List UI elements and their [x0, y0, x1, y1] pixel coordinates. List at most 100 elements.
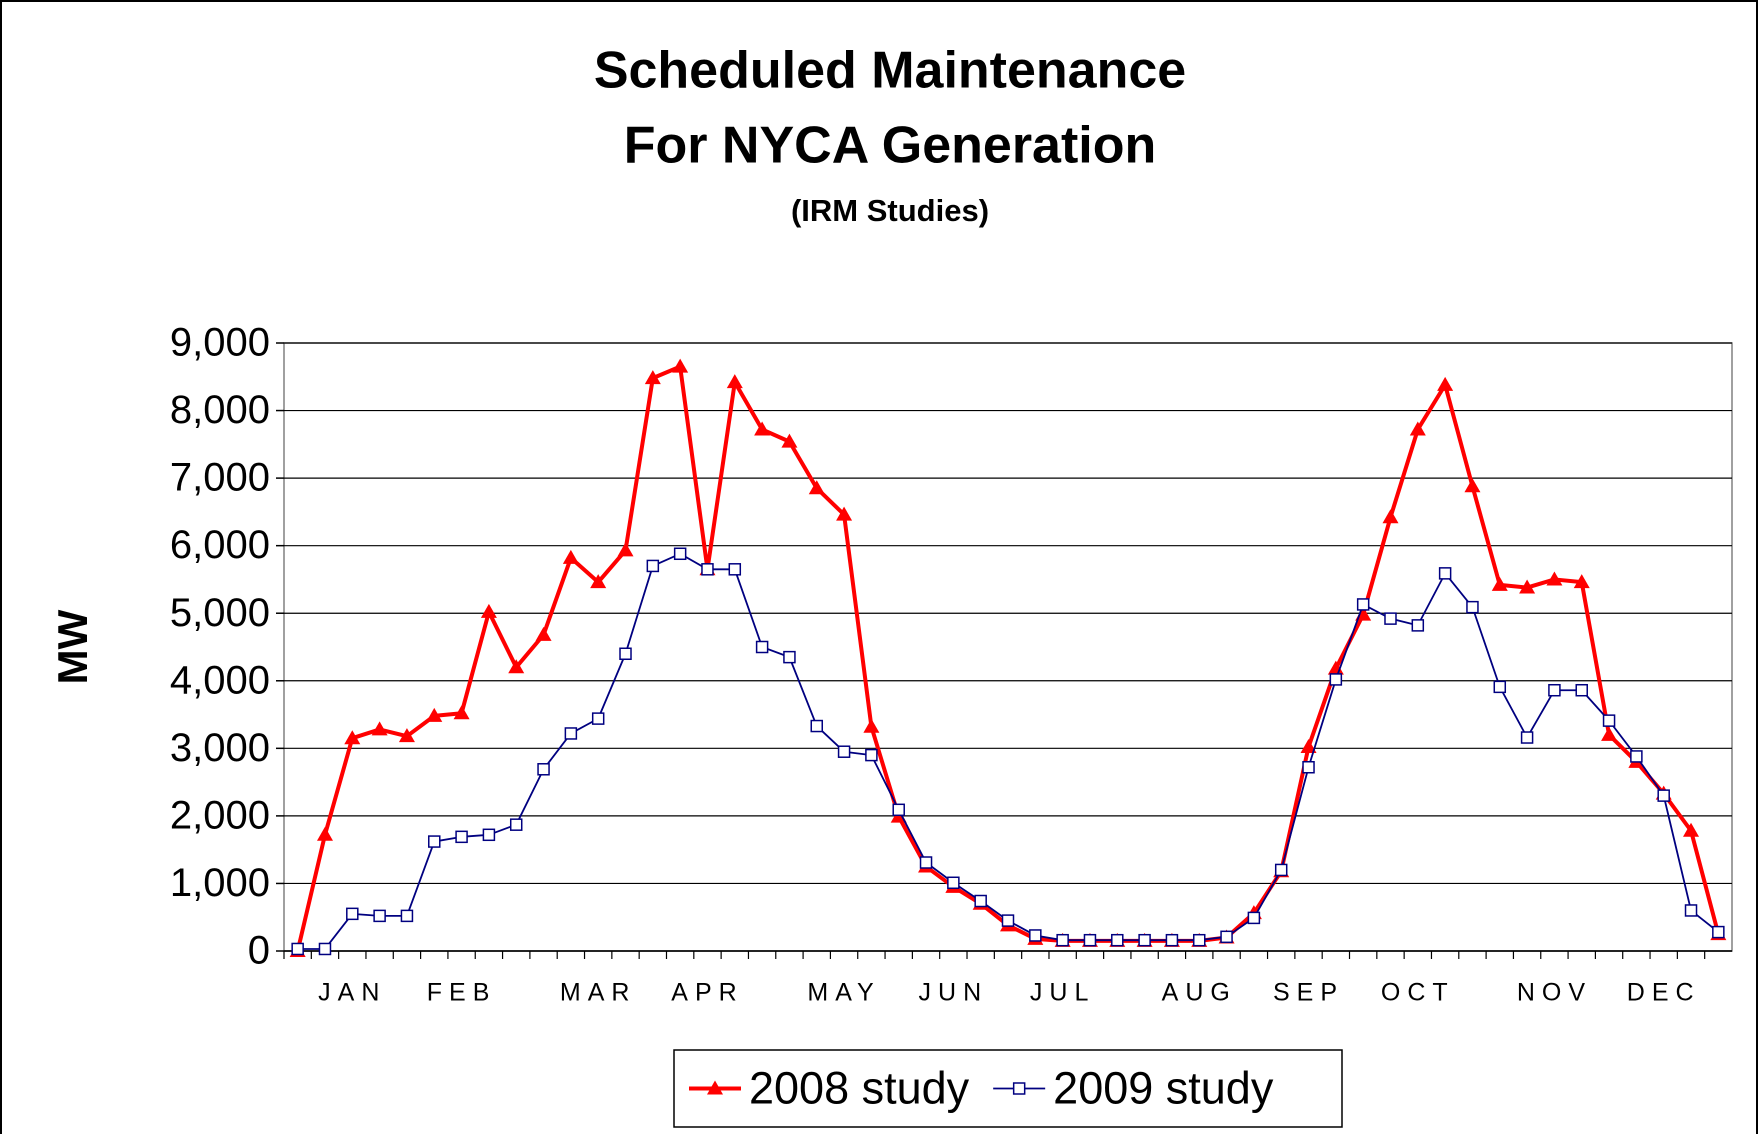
square-marker [1192, 933, 1206, 947]
triangle-marker [1491, 576, 1508, 591]
x-tick-label: NOV [1517, 979, 1592, 1007]
square-marker [1029, 929, 1042, 942]
square-marker [373, 909, 386, 923]
square-marker [1056, 933, 1069, 947]
square-marker [1630, 750, 1643, 763]
square-marker [1247, 911, 1261, 925]
square-marker [1165, 933, 1179, 947]
square-marker [728, 563, 742, 576]
square-marker [455, 830, 468, 844]
square-marker [1384, 612, 1397, 625]
chart-note: (IRM Studies) [791, 193, 989, 228]
triangle-marker [617, 542, 634, 557]
triangle-marker [371, 721, 388, 736]
triangle-marker [562, 549, 579, 564]
triangle-marker [726, 374, 743, 389]
x-tick-label: JUN [919, 979, 989, 1007]
square-marker [318, 942, 332, 956]
square-marker [755, 640, 769, 654]
square-marker [947, 876, 960, 890]
square-marker [591, 712, 605, 725]
square-marker [919, 856, 933, 869]
square-marker [1138, 933, 1151, 947]
x-tick-label: DEC [1627, 979, 1701, 1007]
square-marker [400, 909, 414, 923]
chart-subtitle: For NYCA Generation [624, 117, 1157, 175]
triangle-marker [1546, 571, 1563, 586]
triangle-marker [1327, 660, 1344, 675]
triangle-marker [1382, 509, 1399, 524]
y-tick-label: 7,000 [170, 456, 270, 500]
square-marker [1575, 683, 1588, 697]
square-marker [537, 763, 550, 776]
square-marker [1356, 598, 1370, 611]
triangle-marker [535, 626, 552, 641]
y-tick-label: 9,000 [170, 321, 270, 365]
square-marker [1329, 673, 1343, 686]
y-tick-label: 6,000 [170, 523, 270, 567]
square-marker [1083, 933, 1097, 947]
triangle-marker [1437, 376, 1454, 391]
triangle-marker [672, 358, 689, 373]
square-marker [428, 835, 441, 848]
y-tick-label: 1,000 [170, 861, 270, 905]
y-axis-label: MW [49, 609, 96, 684]
x-tick-label: JAN [318, 979, 386, 1007]
square-marker [1220, 930, 1233, 944]
square-marker [1684, 904, 1698, 917]
triangle-marker [707, 1080, 723, 1095]
triangle-marker [453, 705, 470, 720]
square-marker [810, 719, 824, 733]
square-marker [1493, 680, 1507, 694]
square-marker [1520, 731, 1534, 744]
triangle-marker [781, 433, 798, 448]
triangle-marker [1519, 579, 1536, 594]
triangle-marker [590, 574, 607, 589]
y-tick-label: 3,000 [170, 726, 270, 770]
square-marker [1466, 600, 1479, 614]
legend-label: 2009 study [1053, 1062, 1274, 1113]
x-tick-label: SEP [1273, 979, 1344, 1007]
x-tick-label: AUG [1162, 979, 1237, 1007]
y-tick-label: 2,000 [170, 793, 270, 837]
triangle-marker [1601, 726, 1618, 741]
square-marker [1274, 863, 1288, 877]
triangle-marker [1464, 478, 1481, 493]
square-marker [673, 547, 687, 561]
x-tick-label: OCT [1381, 979, 1455, 1007]
x-tick-label: MAY [807, 979, 880, 1007]
square-marker [509, 818, 523, 831]
triangle-marker [316, 826, 333, 841]
triangle-marker [344, 730, 361, 745]
square-marker [1602, 714, 1616, 727]
triangle-marker [398, 728, 415, 743]
square-marker [482, 828, 496, 842]
triangle-marker [644, 370, 661, 385]
triangle-marker [836, 506, 853, 521]
y-tick-label: 8,000 [170, 388, 270, 432]
triangle-marker [808, 480, 825, 495]
triangle-marker [754, 421, 771, 436]
square-marker [1712, 925, 1725, 939]
square-marker [291, 942, 304, 956]
square-marker [1111, 933, 1124, 947]
square-marker [865, 748, 878, 762]
triangle-marker [508, 659, 525, 674]
legend-label: 2008 study [749, 1062, 970, 1113]
square-marker [1001, 914, 1015, 927]
square-marker [701, 563, 714, 576]
square-marker [892, 803, 905, 817]
x-tick-label: APR [671, 979, 743, 1007]
x-tick-label: JUL [1030, 979, 1095, 1007]
y-tick-label: 0 [248, 929, 270, 973]
triangle-marker [1409, 421, 1426, 436]
triangle-marker [480, 603, 497, 618]
triangle-marker [1683, 822, 1700, 837]
triangle-marker [1300, 738, 1317, 753]
x-tick-label: MAR [560, 979, 637, 1007]
triangle-marker [863, 718, 880, 733]
y-tick-label: 5,000 [170, 591, 270, 635]
plot-area [283, 342, 1733, 952]
y-tick-label: 4,000 [170, 658, 270, 702]
